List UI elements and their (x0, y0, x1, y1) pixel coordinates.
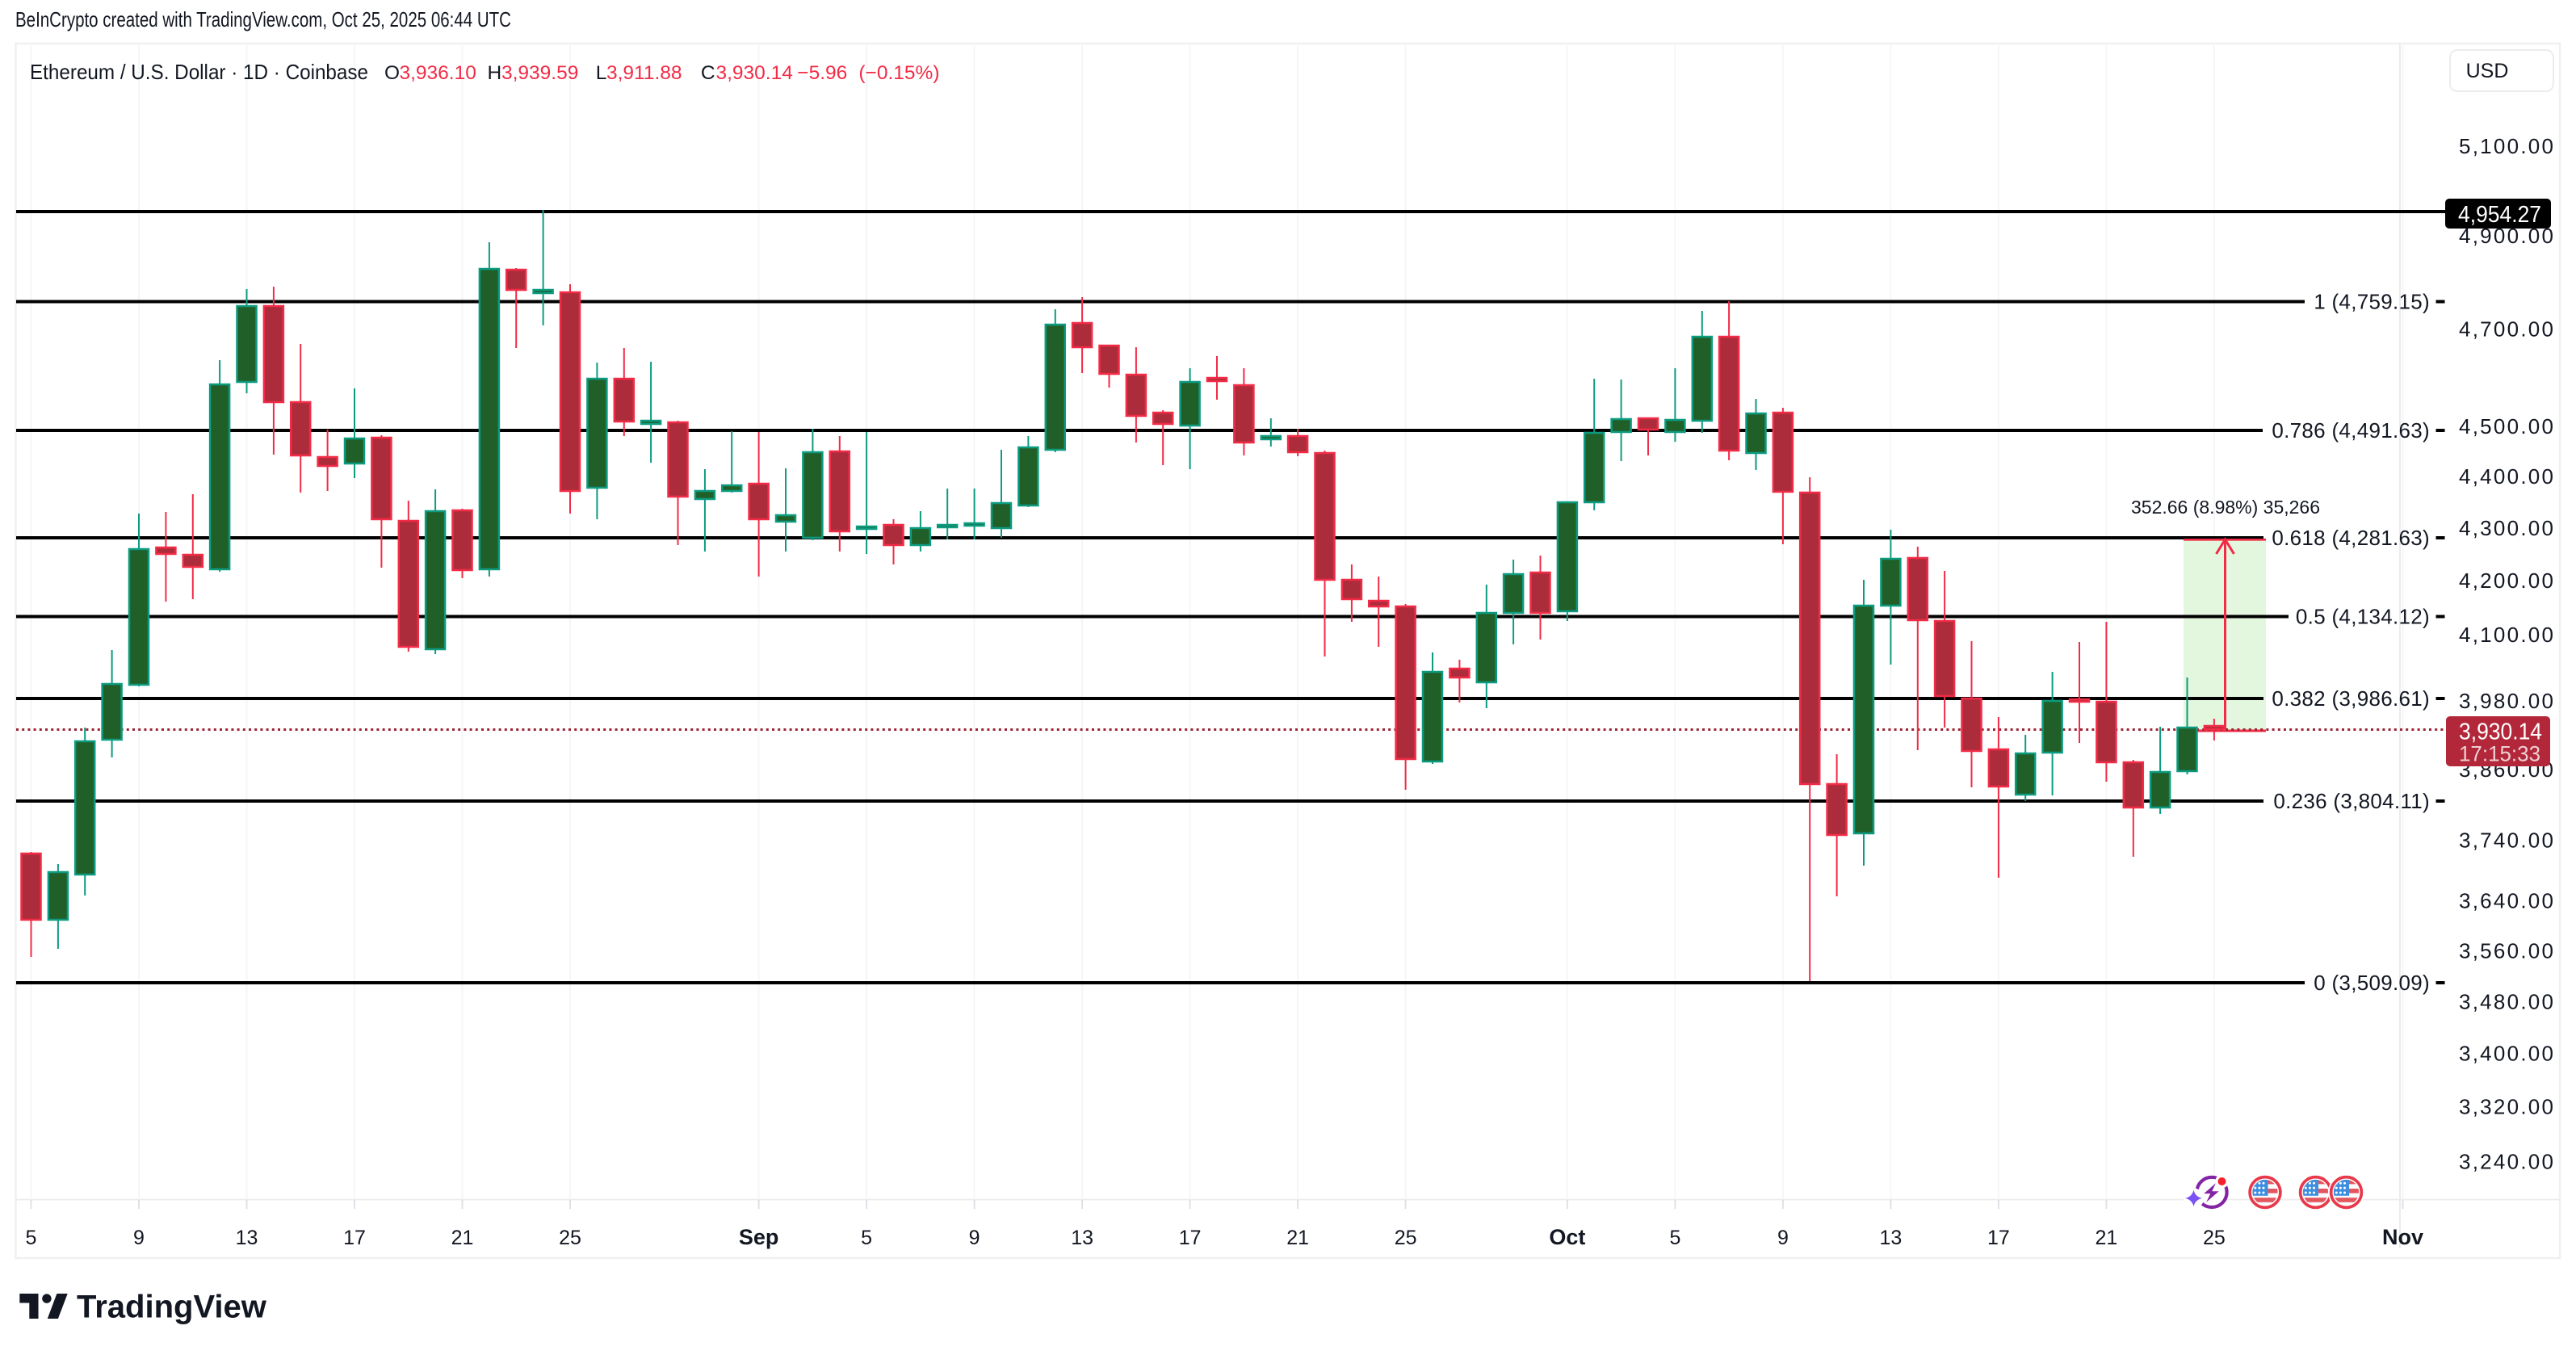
svg-text:0.5 (4,134.12): 0.5 (4,134.12) (2296, 605, 2430, 629)
svg-text:3,320.00: 3,320.00 (2459, 1095, 2555, 1119)
svg-text:0.236 (3,804.11): 0.236 (3,804.11) (2273, 789, 2430, 813)
svg-text:3,480.00: 3,480.00 (2459, 989, 2555, 1013)
svg-text:L: L (596, 62, 607, 84)
svg-text:4,400.00: 4,400.00 (2459, 464, 2555, 489)
svg-text:3,400.00: 3,400.00 (2459, 1042, 2555, 1066)
svg-text:O: O (384, 62, 400, 84)
svg-text:13: 13 (236, 1227, 258, 1249)
svg-text:Ethereum / U.S. Dollar · 1D ·: Ethereum / U.S. Dollar · 1D · Coinbase (30, 60, 368, 84)
svg-text:25: 25 (2203, 1227, 2226, 1249)
svg-text:25: 25 (1395, 1227, 1417, 1249)
svg-text:4,300.00: 4,300.00 (2459, 516, 2555, 540)
svg-text:3,980.00: 3,980.00 (2459, 689, 2555, 713)
svg-text:USD: USD (2466, 60, 2509, 82)
svg-text:3,560.00: 3,560.00 (2459, 938, 2555, 963)
svg-text:−5.96: −5.96 (797, 62, 847, 84)
svg-text:3,640.00: 3,640.00 (2459, 889, 2555, 913)
svg-text:4,700.00: 4,700.00 (2459, 317, 2555, 341)
svg-text:1 (4,759.15): 1 (4,759.15) (2314, 290, 2430, 314)
svg-text:0.786 (4,491.63): 0.786 (4,491.63) (2272, 418, 2430, 443)
svg-text:5,100.00: 5,100.00 (2459, 134, 2555, 158)
svg-text:3,930.14: 3,930.14 (2459, 719, 2542, 745)
svg-text:5: 5 (1669, 1227, 1680, 1249)
svg-text:TradingView: TradingView (77, 1290, 267, 1325)
svg-text:9: 9 (133, 1227, 145, 1249)
svg-text:4,200.00: 4,200.00 (2459, 568, 2555, 593)
svg-text:Nov: Nov (2382, 1225, 2423, 1249)
svg-text:3,936.10: 3,936.10 (400, 62, 476, 84)
svg-text:3,930.14: 3,930.14 (716, 62, 793, 84)
svg-text:BeInCrypto created with Tradin: BeInCrypto created with TradingView.com,… (15, 7, 511, 31)
svg-text:4,500.00: 4,500.00 (2459, 414, 2555, 438)
svg-text:H: H (488, 62, 502, 84)
svg-text:17:15:33: 17:15:33 (2459, 742, 2540, 766)
svg-text:Oct: Oct (1549, 1225, 1585, 1249)
svg-text:0.618 (4,281.63): 0.618 (4,281.63) (2272, 526, 2430, 550)
svg-text:9: 9 (1777, 1227, 1789, 1249)
svg-text:3,240.00: 3,240.00 (2459, 1149, 2555, 1173)
svg-text:3,911.88: 3,911.88 (606, 62, 682, 84)
svg-text:0 (3,509.09): 0 (3,509.09) (2314, 971, 2430, 995)
svg-text:17: 17 (1987, 1227, 2010, 1249)
svg-text:21: 21 (1286, 1227, 1309, 1249)
svg-text:4,100.00: 4,100.00 (2459, 623, 2555, 647)
svg-text:Sep: Sep (739, 1225, 779, 1249)
svg-text:21: 21 (451, 1227, 474, 1249)
svg-text:5: 5 (26, 1227, 37, 1249)
svg-text:13: 13 (1879, 1227, 1902, 1249)
svg-text:0.382 (3,986.61): 0.382 (3,986.61) (2272, 686, 2430, 711)
svg-text:3,740.00: 3,740.00 (2459, 829, 2555, 853)
svg-text:9: 9 (969, 1227, 980, 1249)
svg-text:17: 17 (343, 1227, 366, 1249)
svg-text:13: 13 (1071, 1227, 1093, 1249)
svg-text:(−0.15%): (−0.15%) (858, 62, 939, 84)
svg-text:25: 25 (559, 1227, 581, 1249)
svg-text:17: 17 (1179, 1227, 1202, 1249)
svg-text:4,954.27: 4,954.27 (2458, 202, 2541, 228)
svg-text:5: 5 (861, 1227, 872, 1249)
svg-text:21: 21 (2095, 1227, 2117, 1249)
svg-text:C: C (701, 62, 715, 84)
svg-text:3,939.59: 3,939.59 (501, 62, 578, 84)
svg-text:352.66 (8.98%) 35,266: 352.66 (8.98%) 35,266 (2131, 497, 2320, 518)
